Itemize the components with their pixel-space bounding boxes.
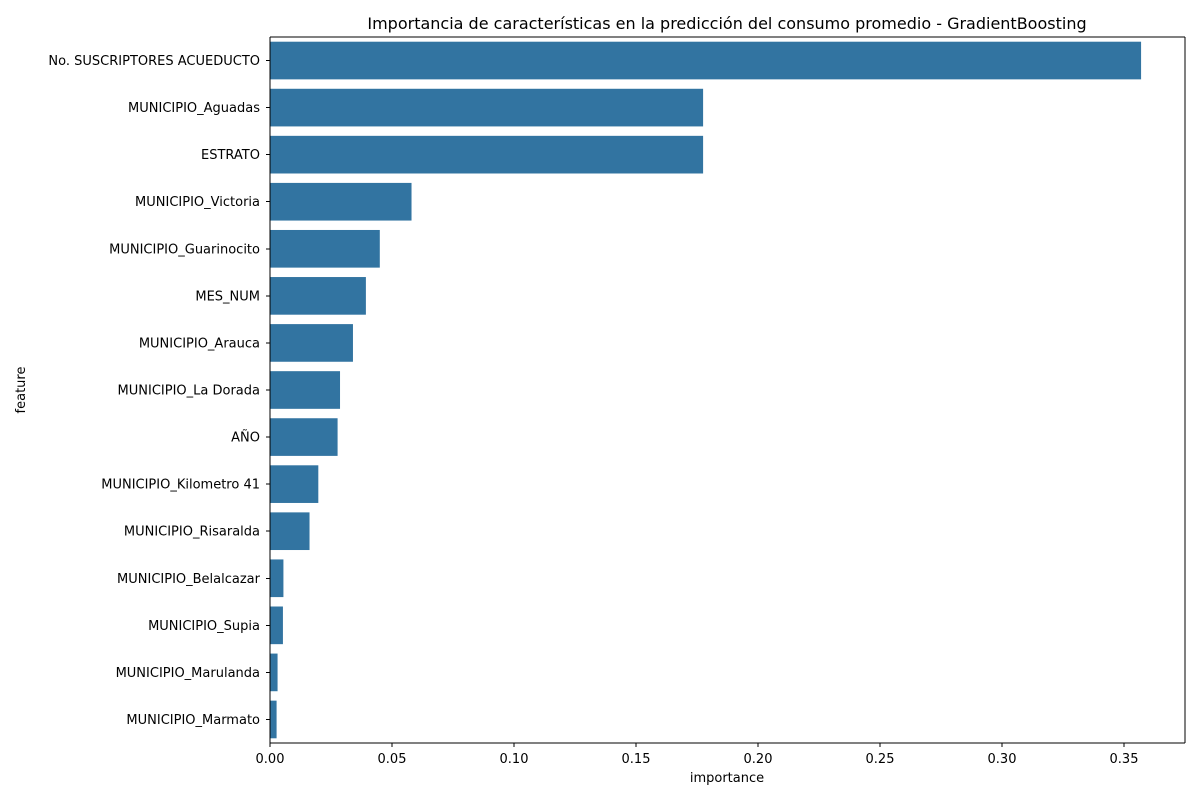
y-tick-label: AÑO bbox=[231, 430, 260, 446]
bars-layer bbox=[270, 41, 1142, 739]
bar bbox=[270, 88, 704, 127]
x-tick-label: 0.00 bbox=[256, 752, 285, 767]
bar bbox=[270, 512, 310, 551]
bar bbox=[270, 465, 319, 503]
y-tick-label: No. SUSCRIPTORES ACUEDUCTO bbox=[48, 54, 260, 69]
x-tick-label: 0.25 bbox=[866, 752, 895, 767]
y-tick-label: MUNICIPIO_Victoria bbox=[135, 195, 260, 210]
y-tick-label: MUNICIPIO_Kilometro 41 bbox=[101, 478, 260, 493]
bar bbox=[270, 135, 704, 174]
y-tick-label: MUNICIPIO_Marulanda bbox=[116, 666, 260, 681]
bar bbox=[270, 229, 380, 268]
bar bbox=[270, 606, 283, 645]
bar bbox=[270, 371, 341, 409]
x-ticks: 0.00 0.05 0.10 0.15 0.20 0.25 0.30 0.35 bbox=[256, 743, 1139, 767]
y-tick-label: MUNICIPIO_Risaralda bbox=[124, 525, 260, 540]
bar bbox=[270, 653, 278, 692]
y-tick-label: MUNICIPIO_Aguadas bbox=[128, 101, 260, 116]
x-tick-label: 0.10 bbox=[500, 752, 529, 767]
y-ticks: No. SUSCRIPTORES ACUEDUCTO MUNICIPIO_Agua… bbox=[48, 54, 270, 728]
x-tick-label: 0.20 bbox=[744, 752, 773, 767]
x-tick-label: 0.15 bbox=[622, 752, 651, 767]
x-tick-label: 0.05 bbox=[378, 752, 407, 767]
y-tick-label: MUNICIPIO_Supia bbox=[148, 619, 260, 634]
bar bbox=[270, 559, 284, 598]
bar bbox=[270, 41, 1142, 80]
y-tick-label: MUNICIPIO_Arauca bbox=[139, 336, 260, 351]
y-tick-label: MUNICIPIO_Guarinocito bbox=[109, 242, 260, 257]
bar bbox=[270, 182, 412, 221]
bar bbox=[270, 418, 338, 456]
y-tick-label: ESTRATO bbox=[201, 148, 260, 163]
bar bbox=[270, 277, 366, 315]
x-axis-label: importance bbox=[690, 771, 764, 786]
bar bbox=[270, 324, 353, 362]
x-tick-label: 0.30 bbox=[988, 752, 1017, 767]
y-axis-label: feature bbox=[14, 367, 29, 414]
bar bbox=[270, 700, 277, 739]
y-tick-label: MUNICIPIO_Marmato bbox=[126, 713, 260, 728]
x-tick-label: 0.35 bbox=[1110, 752, 1139, 767]
y-tick-label: MES_NUM bbox=[195, 289, 260, 304]
chart-title: Importancia de características en la pre… bbox=[367, 14, 1086, 33]
y-tick-label: MUNICIPIO_La Dorada bbox=[118, 384, 260, 399]
y-tick-label: MUNICIPIO_Belalcazar bbox=[117, 572, 261, 587]
